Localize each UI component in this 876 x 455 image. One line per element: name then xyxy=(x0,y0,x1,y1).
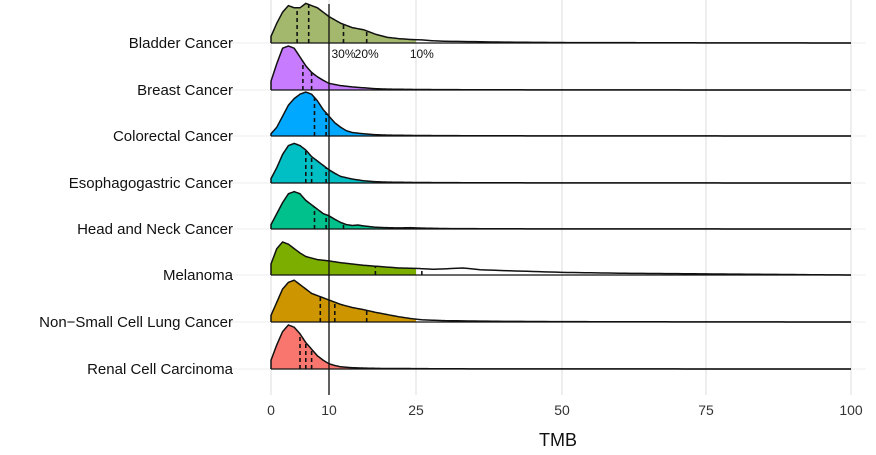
ridge-fill xyxy=(271,191,416,229)
ridge-fill xyxy=(271,325,416,369)
ridges xyxy=(270,2,852,370)
ridge-outline xyxy=(270,91,851,137)
x-tick-label: 0 xyxy=(267,402,275,418)
x-tick-label: 10 xyxy=(321,402,337,418)
category-labels: Bladder Cancer Breast Cancer Colorectal Ca… xyxy=(39,35,234,378)
ridge-outline xyxy=(270,142,851,184)
ridge-fill xyxy=(271,3,416,43)
ridge-7 xyxy=(270,324,851,370)
category-label: Melanoma xyxy=(163,267,234,284)
x-axis-title: TMB xyxy=(539,430,577,450)
ridge-outline xyxy=(270,190,851,230)
ridge-fill xyxy=(271,46,416,90)
category-label: Breast Cancer xyxy=(137,82,233,99)
ridge-fill xyxy=(271,280,416,322)
category-label: Non−Small Cell Lung Cancer xyxy=(39,314,233,331)
x-tick-label: 75 xyxy=(698,402,714,418)
quantile-label: 30% xyxy=(331,47,355,61)
x-tick-label: 50 xyxy=(554,402,570,418)
category-label: Renal Cell Carcinoma xyxy=(87,361,234,378)
quantile-label: 20% xyxy=(355,47,379,61)
ridge-fill xyxy=(271,92,416,136)
category-label: Head and Neck Cancer xyxy=(77,221,233,238)
category-label: Colorectal Cancer xyxy=(113,128,233,145)
grid-lines xyxy=(231,0,866,395)
ridge-fill xyxy=(271,143,416,183)
x-axis-ticks: 0 10 25 50 75 100 xyxy=(267,402,863,418)
category-label: Esophagogastric Cancer xyxy=(69,175,233,192)
ridge-4 xyxy=(270,190,851,230)
ridge-outline xyxy=(270,241,852,276)
ridge-0 xyxy=(270,2,852,44)
ridge-6 xyxy=(270,279,852,323)
x-tick-label: 25 xyxy=(408,402,424,418)
ridge-5 xyxy=(270,241,852,276)
quantile-annotations: 30% 20% 10% xyxy=(331,47,434,61)
ridge-3 xyxy=(270,142,851,184)
ridge-1 xyxy=(270,45,851,91)
category-label: Bladder Cancer xyxy=(129,35,233,52)
quantile-label: 10% xyxy=(410,47,434,61)
ridge-2 xyxy=(270,91,851,137)
ridge-fill xyxy=(271,242,416,275)
x-tick-label: 100 xyxy=(839,402,863,418)
ridge-outline xyxy=(270,324,851,370)
